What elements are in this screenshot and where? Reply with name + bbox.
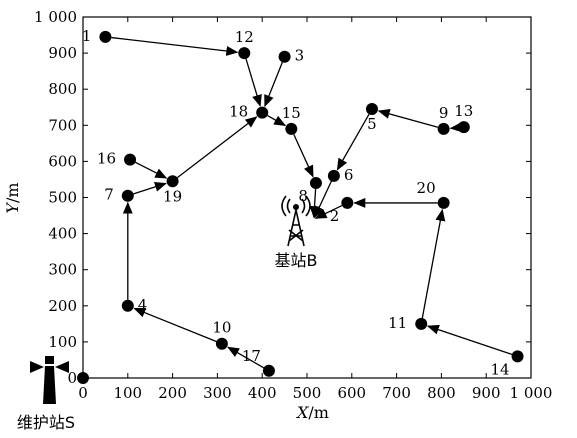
y-axis-title: Y/m <box>3 182 22 213</box>
y-tick-label: 1 000 <box>34 8 77 26</box>
node-8 <box>309 177 322 190</box>
axis-ticks <box>82 16 532 379</box>
edge-8-to-B <box>309 189 320 219</box>
node-label-13: 13 <box>454 102 473 120</box>
edge-19-to-18 <box>176 116 258 179</box>
node-label-10: 10 <box>212 319 231 337</box>
node-label-11: 11 <box>388 314 407 332</box>
edge-3-to-18 <box>264 62 283 108</box>
edge-13-to-9 <box>449 122 463 133</box>
node-label-14: 14 <box>490 360 509 378</box>
y-tick-label: 800 <box>48 80 77 98</box>
x-tick-label: 300 <box>203 384 232 402</box>
x-tick-label: 600 <box>337 384 366 402</box>
x-tick-labels: 0 100 200 300 400 500 600 700 800 900 1 000 <box>78 384 552 402</box>
node-label-7: 7 <box>104 186 114 204</box>
edge-11-to-20 <box>421 208 446 319</box>
edge-16-to-19 <box>135 161 168 179</box>
node-20 <box>437 196 450 209</box>
node-11 <box>415 317 428 330</box>
node-label-12: 12 <box>235 28 254 46</box>
x-tick-label: 1 000 <box>510 384 553 402</box>
node-label-9: 9 <box>439 104 449 122</box>
node-16 <box>124 153 137 166</box>
node-label-8: 8 <box>298 187 308 205</box>
node-label-15: 15 <box>282 104 301 122</box>
x-tick-label: 700 <box>382 384 411 402</box>
node-label-1: 1 <box>82 27 92 45</box>
node-14 <box>511 350 524 363</box>
node-label-2: 2 <box>330 207 340 225</box>
x-tick-label: 800 <box>427 384 456 402</box>
node-label-3: 3 <box>295 47 305 65</box>
y-tick-label: 900 <box>48 44 77 62</box>
x-tick-label: 100 <box>113 384 142 402</box>
node-label-5: 5 <box>367 115 377 133</box>
y-tick-labels: 0 100 200 300 400 500 600 700 800 900 1 000 <box>34 8 77 387</box>
maintenance-station-point <box>77 372 89 384</box>
x-tick-label: 200 <box>158 384 187 402</box>
node-5 <box>365 103 378 116</box>
edge-18-to-15 <box>267 115 287 127</box>
node-label-17: 17 <box>242 347 261 365</box>
route-edges <box>111 36 513 369</box>
node-1 <box>99 30 112 43</box>
node-3 <box>278 50 291 63</box>
y-tick-label: 300 <box>48 261 77 279</box>
edge-7-to-19 <box>133 182 167 195</box>
y-tick-label: 100 <box>48 333 77 351</box>
node-label-19: 19 <box>163 187 182 205</box>
edge-2-to-B <box>314 204 343 219</box>
x-axis-title: X/m <box>295 403 329 422</box>
x-tick-label: 400 <box>248 384 277 402</box>
node-15 <box>285 122 298 135</box>
y-tick-label: 700 <box>48 116 77 134</box>
node-13 <box>457 121 470 134</box>
node-6 <box>327 169 340 182</box>
edge-14-to-11 <box>426 324 513 356</box>
node-label-20: 20 <box>417 179 436 197</box>
y-tick-label: 0 <box>67 369 77 387</box>
lighthouse-icon <box>30 356 69 404</box>
base-station-icon <box>281 195 311 247</box>
y-tick-label: 200 <box>48 297 77 315</box>
x-tick-label: 0 <box>78 384 88 402</box>
y-tick-label: 500 <box>48 189 77 207</box>
edge-1-to-12 <box>111 36 239 56</box>
node-10 <box>215 337 228 350</box>
node-label-6: 6 <box>344 166 354 184</box>
node-19 <box>166 175 179 188</box>
edge-17-to-10 <box>227 346 265 369</box>
node-label-16: 16 <box>97 150 116 168</box>
node-label-18: 18 <box>229 103 248 121</box>
y-tick-label: 400 <box>48 225 77 243</box>
node-17 <box>262 364 275 377</box>
maintenance-station-label: 维护站S <box>17 413 75 432</box>
node-4 <box>121 299 134 312</box>
edge-12-to-18 <box>245 58 262 107</box>
edge-9-to-5 <box>377 109 439 128</box>
y-tick-label: 600 <box>48 152 77 170</box>
node-label-4: 4 <box>138 296 148 314</box>
edge-15-to-8 <box>293 134 314 178</box>
x-tick-label: 900 <box>472 384 501 402</box>
node-9 <box>437 122 450 135</box>
node-7 <box>121 189 134 202</box>
node-2 <box>341 196 354 209</box>
base-station-label: 基站B <box>275 251 318 270</box>
edge-5-to-6 <box>336 113 370 171</box>
edge-10-to-4 <box>133 307 217 343</box>
node-12 <box>238 47 251 60</box>
node-18 <box>256 106 269 119</box>
x-tick-label: 500 <box>293 384 322 402</box>
